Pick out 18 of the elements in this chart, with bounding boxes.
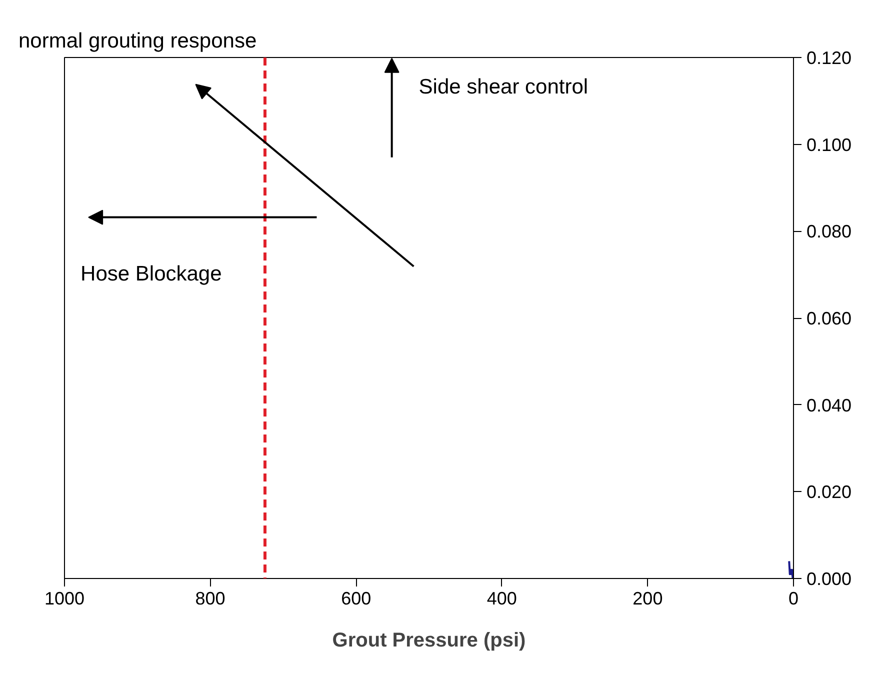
annotation: Side shear control [418, 75, 588, 98]
x-tick-label: 600 [341, 588, 372, 608]
x-tick-label: 200 [632, 588, 663, 608]
line-series [788, 560, 794, 578]
text: normal grouting response [18, 30, 257, 52]
x-tick-label: 0 [788, 588, 799, 608]
y-tick-label: 0.120 [806, 48, 852, 68]
x-tick-label: 400 [486, 588, 517, 608]
annotation: Hose Blockage [80, 262, 222, 286]
y-tick-label: 0.060 [806, 308, 852, 328]
y-tick-label: 0.040 [806, 395, 852, 416]
x-tick-label: 1000 [44, 588, 85, 608]
x-axis-title: Grout Pressure (psi) [332, 630, 526, 652]
y-tick-label: 0.100 [806, 134, 852, 155]
y-tick-label: 0.000 [806, 569, 852, 589]
x-tick-label: 800 [195, 588, 226, 608]
y-tick-label: 0.080 [806, 222, 852, 242]
y-tick-label: 0.020 [806, 482, 852, 502]
